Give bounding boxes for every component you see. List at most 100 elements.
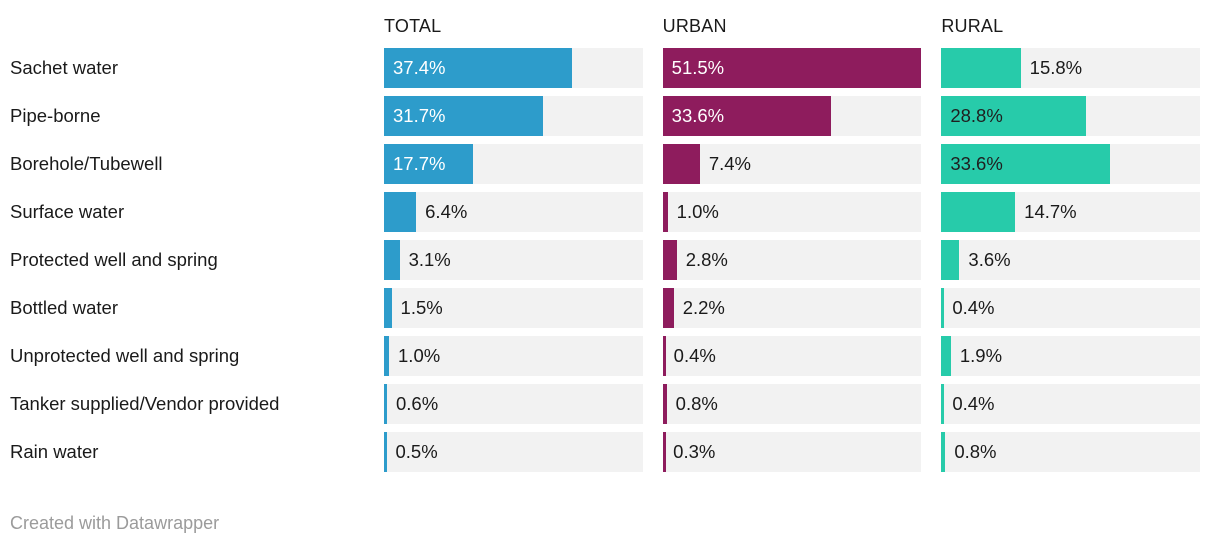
bar-urban — [662, 96, 832, 136]
bar-track: 3.1% — [384, 240, 643, 280]
row-label-cell: Protected well and spring — [10, 240, 364, 280]
value-label: 0.4% — [952, 297, 995, 318]
bar-cell: 0.8% — [662, 384, 922, 432]
value-label: 14.7% — [1024, 201, 1077, 222]
bar-urban — [662, 384, 667, 424]
bar-track: 28.8% — [941, 96, 1200, 136]
bar-cell: 0.8% — [941, 432, 1200, 480]
bar-track: 1.9% — [941, 336, 1200, 376]
bar-cell: 2.2% — [662, 288, 922, 336]
value-label: 3.1% — [408, 249, 451, 270]
value-label: 0.6% — [396, 393, 439, 414]
bar-cell: 31.7% — [384, 96, 643, 144]
bar-cell: 3.1% — [384, 240, 643, 288]
row-label-cell: Borehole/Tubewell — [10, 144, 364, 184]
bar-total — [384, 336, 390, 376]
value-label: 37.4% — [393, 57, 446, 78]
bar-urban — [662, 48, 922, 88]
bar-track: 0.6% — [384, 384, 643, 424]
column-header-label: TOTAL — [384, 16, 442, 36]
row-label: Unprotected well and spring — [10, 345, 240, 366]
bar-cell: 33.6% — [662, 96, 922, 144]
value-label: 2.2% — [682, 297, 725, 318]
row-label: Protected well and spring — [10, 249, 218, 270]
row-label-cell: Surface water — [10, 192, 364, 232]
bar-cell: 7.4% — [662, 144, 922, 192]
value-label: 51.5% — [671, 57, 725, 78]
value-label: 17.7% — [393, 153, 446, 174]
row-label: Sachet water — [10, 57, 118, 78]
row-label-cell: Rain water — [10, 432, 364, 472]
value-label: 2.8% — [685, 249, 728, 270]
bar-cell: 37.4% — [384, 48, 643, 96]
row-label: Pipe-borne — [10, 105, 101, 126]
bar-total — [384, 384, 387, 424]
column-header-urban: URBAN — [663, 0, 922, 48]
bar-track: 1.0% — [384, 336, 643, 376]
bar-track: 0.8% — [662, 384, 922, 424]
bar-track: 31.7% — [384, 96, 643, 136]
bar-track: 0.4% — [662, 336, 922, 376]
row-label: Rain water — [10, 441, 99, 462]
chart-grid: TOTAL URBAN RURAL Sachet water 37.4% 51.5% 15.… — [10, 0, 1200, 480]
bar-cell: 1.0% — [662, 192, 922, 240]
bar-rural — [941, 336, 951, 376]
bar-cell: 0.4% — [941, 384, 1200, 432]
bar-cell: 1.0% — [384, 336, 643, 384]
value-label: 31.7% — [393, 105, 446, 126]
bar-urban — [662, 336, 666, 376]
value-label: 0.4% — [673, 345, 716, 366]
bar-urban — [662, 192, 668, 232]
column-header-label: URBAN — [662, 16, 727, 36]
value-label: 1.9% — [959, 345, 1003, 366]
column-header-label: RURAL — [941, 16, 1004, 36]
bar-rural — [941, 192, 1016, 232]
bar-rural — [941, 144, 1111, 184]
bar-total — [384, 240, 400, 280]
column-header-rural: RURAL — [941, 0, 1200, 48]
bar-track: 0.3% — [662, 432, 922, 472]
bar-cell: 0.3% — [662, 432, 922, 480]
bar-cell: 15.8% — [941, 48, 1200, 96]
value-label: 0.5% — [395, 441, 438, 462]
split-bars-chart: TOTAL URBAN RURAL Sachet water 37.4% 51.5% 15.… — [10, 0, 1200, 480]
bar-track: 0.8% — [941, 432, 1200, 472]
bar-total — [384, 96, 544, 136]
value-label: 3.6% — [968, 249, 1011, 270]
value-label: 1.0% — [676, 201, 719, 222]
row-label: Bottled water — [10, 297, 118, 318]
bar-track: 2.2% — [662, 288, 922, 328]
bar-cell: 51.5% — [662, 48, 922, 96]
bar-track: 3.6% — [941, 240, 1200, 280]
value-label: 0.8% — [675, 393, 718, 414]
bar-rural — [941, 48, 1021, 88]
datawrapper-credit-link[interactable]: Created with Datawrapper — [10, 513, 220, 533]
bar-track: 7.4% — [662, 144, 922, 184]
value-label: 1.0% — [398, 345, 441, 366]
chart-footer: Created with Datawrapper — [10, 513, 1220, 534]
value-label: 33.6% — [950, 153, 1003, 174]
bar-rural — [941, 432, 946, 472]
bar-track: 0.4% — [941, 384, 1200, 424]
value-label: 7.4% — [708, 153, 751, 174]
value-label: 15.8% — [1029, 57, 1083, 78]
value-label: 0.3% — [673, 441, 716, 462]
row-label-cell: Tanker supplied/Vendor provided — [10, 384, 364, 424]
bar-urban — [662, 432, 666, 472]
bar-urban — [662, 240, 677, 280]
row-label: Borehole/Tubewell — [10, 153, 163, 174]
bar-track: 15.8% — [941, 48, 1200, 88]
bar-total — [384, 192, 417, 232]
bar-urban — [662, 144, 700, 184]
row-label-cell: Pipe-borne — [10, 96, 364, 136]
bar-track: 2.8% — [662, 240, 922, 280]
bar-track: 1.5% — [384, 288, 643, 328]
bar-cell: 1.9% — [941, 336, 1200, 384]
bar-cell: 0.6% — [384, 384, 643, 432]
row-label-cell: Bottled water — [10, 288, 364, 328]
bar-cell: 28.8% — [941, 96, 1200, 144]
bar-cell: 17.7% — [384, 144, 643, 192]
bar-track: 1.0% — [662, 192, 922, 232]
bar-total — [384, 432, 387, 472]
value-label: 1.5% — [400, 297, 443, 318]
